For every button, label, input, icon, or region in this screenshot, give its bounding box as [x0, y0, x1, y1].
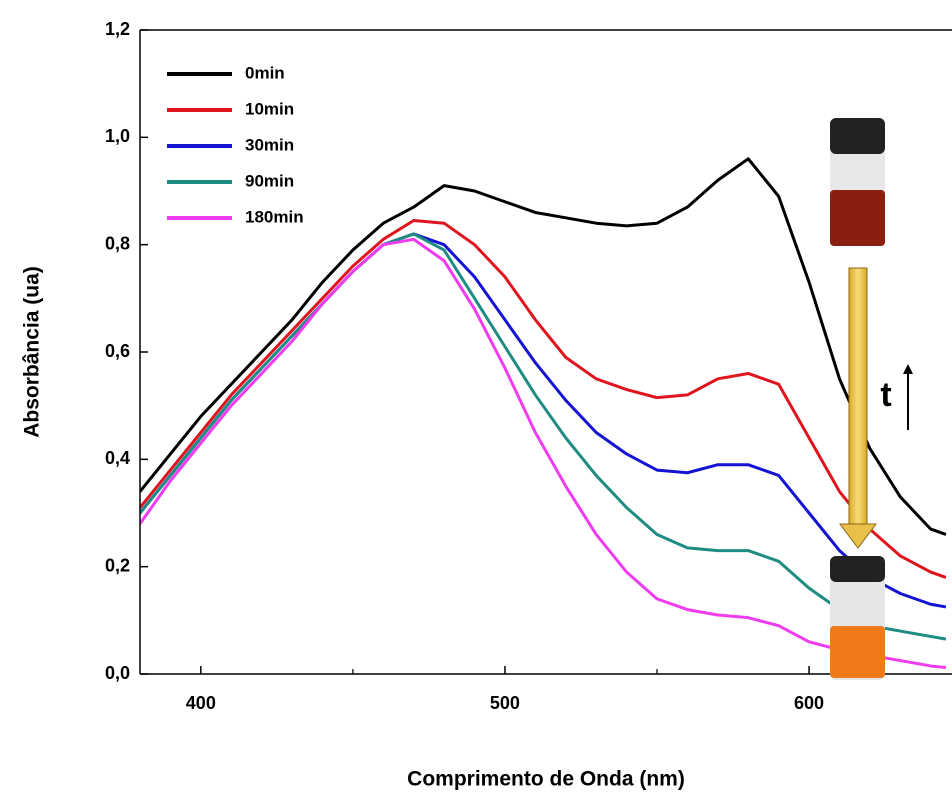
- legend-label: 10min: [245, 99, 294, 118]
- x-tick-label: 600: [794, 693, 824, 713]
- time-arrow: [839, 267, 877, 549]
- series-line: [140, 232, 947, 609]
- y-tick-label: 0,2: [105, 555, 130, 575]
- series-line: [140, 219, 947, 579]
- vial-after: [830, 556, 885, 680]
- y-tick-label: 1,0: [105, 126, 130, 146]
- y-tick-label: 0,8: [105, 233, 130, 253]
- x-tick-label: 400: [186, 693, 216, 713]
- plot-area: [140, 157, 947, 670]
- legend-label: 30min: [245, 135, 294, 154]
- x-axis-title: Comprimento de Onda (nm): [407, 768, 685, 791]
- y-tick-label: 1,2: [105, 19, 130, 39]
- up-arrow: [903, 364, 913, 430]
- vial-before: [830, 118, 885, 246]
- y-axis-title: Absorbância (ua): [21, 266, 44, 438]
- series-line: [140, 232, 947, 641]
- series-line: [140, 157, 947, 536]
- x-tick-label: 500: [490, 693, 520, 713]
- series-line: [140, 237, 947, 670]
- y-tick-label: 0,0: [105, 663, 130, 683]
- y-tick-label: 0,4: [105, 448, 130, 468]
- y-tick-label: 0,6: [105, 341, 130, 361]
- annotation: t: [880, 376, 891, 414]
- legend-label: 180min: [245, 207, 304, 226]
- legend-label: 0min: [245, 63, 285, 82]
- legend-label: 90min: [245, 171, 294, 190]
